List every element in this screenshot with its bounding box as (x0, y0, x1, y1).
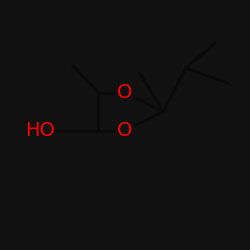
Text: O: O (117, 83, 132, 102)
Text: O: O (117, 122, 132, 141)
Text: HO: HO (25, 122, 55, 141)
